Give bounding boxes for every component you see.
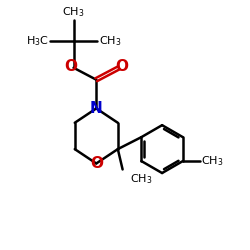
Text: O: O [116, 59, 128, 74]
Text: CH$_3$: CH$_3$ [99, 34, 121, 48]
Text: CH$_3$: CH$_3$ [130, 172, 152, 186]
Text: O: O [90, 156, 103, 171]
Text: CH$_3$: CH$_3$ [201, 154, 223, 168]
Text: CH$_3$: CH$_3$ [62, 5, 85, 19]
Text: N: N [90, 101, 103, 116]
Text: H$_3$C: H$_3$C [26, 34, 48, 48]
Text: O: O [64, 59, 77, 74]
